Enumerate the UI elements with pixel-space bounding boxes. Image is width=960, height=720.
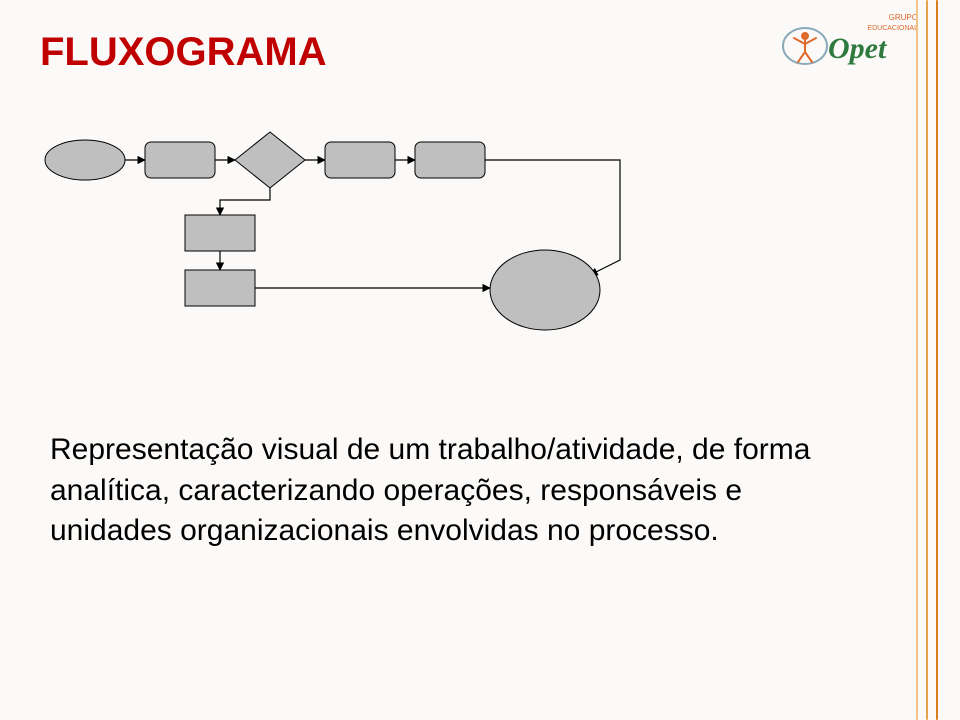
logo-sub-label: EDUCACIONAL (867, 25, 918, 32)
flowchart-diagram (40, 120, 660, 360)
logo-brand-text: Opet (828, 32, 888, 65)
logo-person-icon (794, 33, 816, 62)
flow-node-p1 (145, 142, 215, 178)
flow-node-dec (235, 132, 305, 188)
page-title: FLUXOGRAMA (40, 30, 327, 75)
flow-node-sub2 (185, 270, 255, 306)
logo-top-label: GRUPO (889, 13, 918, 22)
brand-logo: GRUPO EDUCACIONAL Opet (780, 10, 920, 70)
flow-node-p2 (325, 142, 395, 178)
flow-edge-dec-sub1 (220, 188, 270, 215)
body-paragraph: Representação visual de um trabalho/ativ… (50, 430, 870, 552)
flow-node-sub1 (185, 215, 255, 251)
flow-node-p3 (415, 142, 485, 178)
side-rails (916, 0, 946, 720)
flow-node-end (490, 250, 600, 330)
flow-node-start (45, 140, 125, 180)
